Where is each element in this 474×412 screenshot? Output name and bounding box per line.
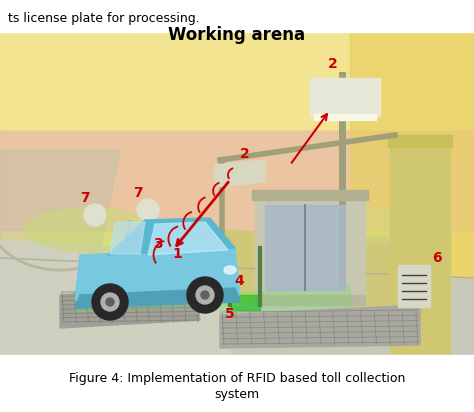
Ellipse shape (224, 266, 236, 274)
Text: 6: 6 (432, 251, 442, 265)
Text: ts license plate for processing.: ts license plate for processing. (8, 12, 200, 24)
Ellipse shape (25, 208, 155, 253)
Circle shape (106, 298, 114, 306)
Text: 2: 2 (328, 57, 338, 71)
Polygon shape (75, 283, 240, 312)
Text: 1: 1 (172, 247, 182, 261)
Bar (265, 205, 345, 290)
Polygon shape (350, 32, 474, 355)
Bar (398, 265, 430, 307)
Polygon shape (75, 248, 240, 300)
Circle shape (101, 293, 119, 311)
Circle shape (196, 286, 214, 304)
Bar (310, 78, 380, 116)
Polygon shape (110, 222, 145, 254)
Text: 7: 7 (133, 186, 143, 200)
Polygon shape (0, 150, 120, 355)
Polygon shape (220, 305, 420, 348)
Bar (255, 195, 365, 305)
Bar (252, 190, 368, 200)
Bar (0, 355, 474, 412)
Bar (390, 140, 450, 355)
Circle shape (92, 284, 128, 320)
Ellipse shape (320, 208, 420, 243)
Text: system: system (214, 388, 260, 401)
Bar (265, 205, 345, 290)
Polygon shape (255, 295, 365, 305)
Bar (0, 0, 474, 32)
Polygon shape (215, 160, 265, 187)
Circle shape (201, 291, 209, 299)
Polygon shape (108, 218, 235, 255)
Polygon shape (0, 130, 474, 230)
Polygon shape (0, 240, 230, 355)
Text: 5: 5 (225, 307, 235, 321)
Bar (390, 140, 450, 355)
Bar (388, 135, 452, 147)
Bar (230, 295, 260, 310)
Bar (314, 114, 376, 120)
Text: 4: 4 (234, 274, 244, 288)
Circle shape (137, 199, 159, 221)
Bar (310, 78, 380, 116)
Polygon shape (220, 285, 350, 330)
Circle shape (84, 204, 106, 226)
Text: Figure 4: Implementation of RFID based toll collection: Figure 4: Implementation of RFID based t… (69, 372, 405, 385)
Circle shape (187, 277, 223, 313)
Polygon shape (0, 260, 474, 355)
Bar (0, 32, 474, 355)
Polygon shape (60, 285, 200, 328)
Text: 3: 3 (153, 237, 163, 251)
Bar (398, 265, 430, 307)
Polygon shape (148, 222, 228, 255)
Polygon shape (220, 230, 430, 310)
Polygon shape (0, 32, 474, 130)
Text: Working arena: Working arena (168, 26, 306, 44)
Text: 7: 7 (80, 191, 90, 205)
Polygon shape (75, 288, 240, 308)
Text: 2: 2 (240, 147, 250, 161)
